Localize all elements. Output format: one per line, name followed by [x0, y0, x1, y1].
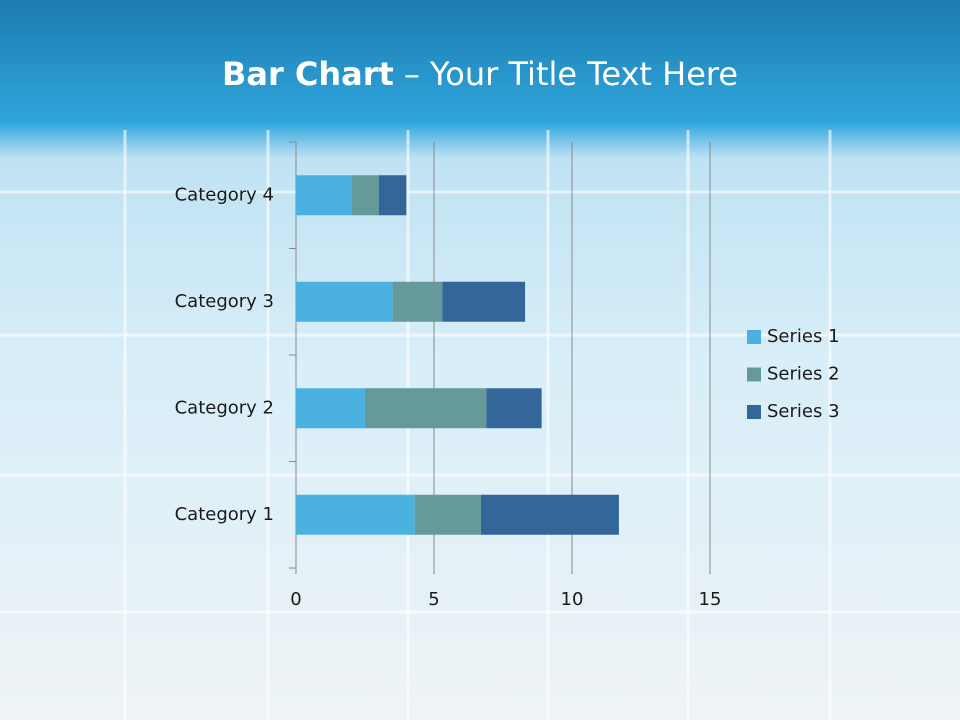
bar-segment: [296, 388, 365, 429]
legend-label: Series 3: [767, 401, 840, 422]
legend-label: Series 1: [767, 326, 840, 347]
bar-segment: [365, 388, 487, 429]
bar-segment: [296, 281, 393, 322]
bar-segment: [414, 494, 481, 535]
y-tick-label: Category 4: [175, 184, 274, 205]
legend-swatch: [747, 330, 761, 344]
bar-segment: [351, 175, 379, 216]
x-tick-label: 10: [561, 589, 584, 610]
bar-segment: [442, 281, 526, 322]
bar-segment: [378, 175, 407, 216]
bar-segment: [480, 494, 619, 535]
x-tick-label: 5: [428, 589, 439, 610]
x-tick-label: 0: [290, 589, 301, 610]
y-tick-label: Category 3: [175, 291, 274, 312]
title-bold: Bar Chart: [222, 55, 394, 93]
legend-swatch: [747, 405, 761, 419]
y-tick-label: Category 2: [175, 397, 274, 418]
bar-segment: [296, 494, 415, 535]
title-rest: – Your Title Text Here: [404, 55, 738, 93]
bar-segment: [296, 175, 352, 216]
legend-label: Series 2: [767, 364, 840, 385]
y-tick-label: Category 1: [175, 504, 274, 525]
legend-swatch: [747, 367, 761, 382]
bar-segment: [486, 388, 542, 429]
bar-segment: [392, 281, 443, 322]
x-tick-label: 15: [699, 589, 722, 610]
chart-title: Bar Chart – Your Title Text Here: [222, 55, 738, 93]
background-tiles: [0, 130, 960, 720]
